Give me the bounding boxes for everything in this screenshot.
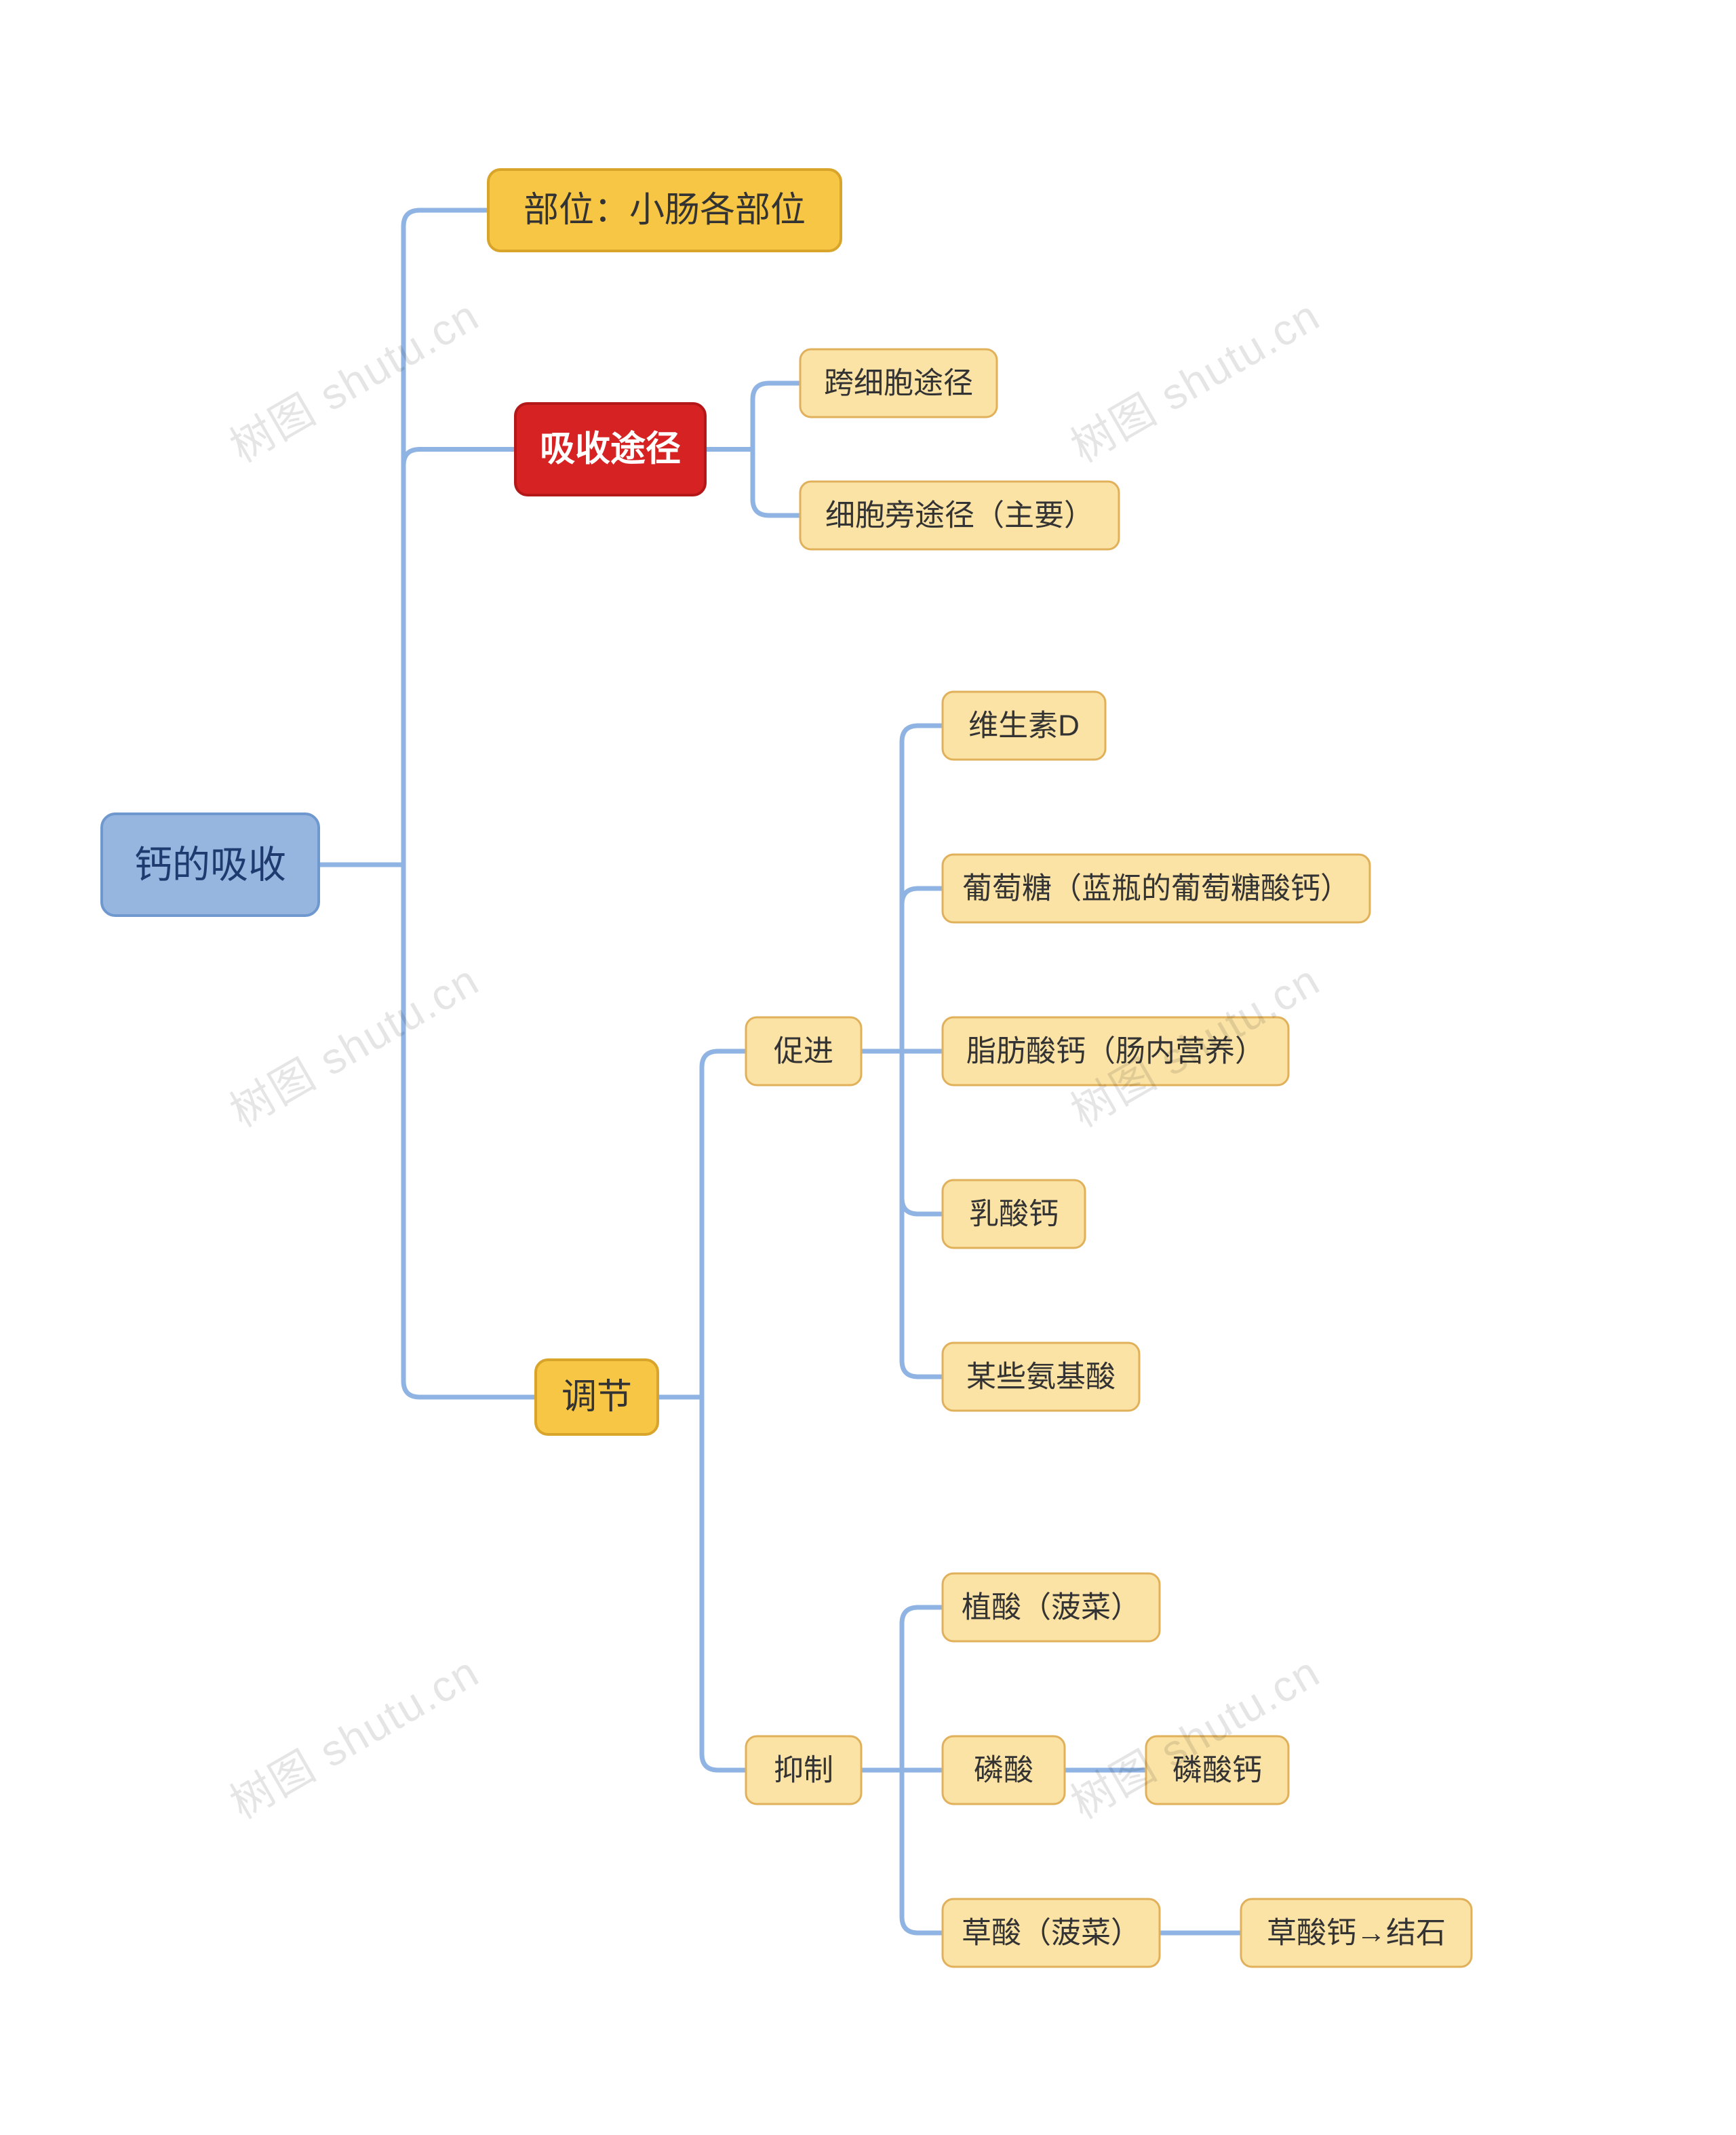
node-label: 草酸（菠菜） <box>962 1917 1141 1950</box>
connector <box>861 1607 943 1933</box>
connector <box>319 210 536 1397</box>
node-label: 细胞旁途径（主要） <box>825 499 1094 532</box>
node-n3a4: 乳酸钙 <box>943 1180 1085 1248</box>
node-label: 跨细胞途径 <box>824 367 973 400</box>
node-label: 促进 <box>774 1035 833 1068</box>
connector <box>861 726 943 1377</box>
node-label: 草酸钙→结石 <box>1267 1917 1446 1950</box>
node-n2b: 细胞旁途径（主要） <box>800 482 1119 549</box>
node-label: 部位：小肠各部位 <box>524 191 806 230</box>
node-n2: 吸收途径 <box>515 404 705 495</box>
node-label: 调节 <box>561 1377 632 1417</box>
node-n1: 部位：小肠各部位 <box>488 170 841 251</box>
node-label: 磷酸钙 <box>1172 1754 1262 1787</box>
node-label: 磷酸 <box>974 1754 1033 1787</box>
node-root: 钙的吸收 <box>102 814 319 916</box>
node-label: 维生素D <box>968 709 1080 743</box>
node-label: 植酸（菠菜） <box>962 1591 1141 1624</box>
connector <box>705 383 800 515</box>
node-n3a1: 维生素D <box>943 692 1105 760</box>
node-label: 葡萄糖（蓝瓶的葡萄糖酸钙） <box>962 872 1350 905</box>
mindmap-canvas: 钙的吸收 部位：小肠各部位吸收途径 跨细胞途径细胞旁途径（主要） 调节 促进 维生素D 葡萄… <box>0 0 1736 2135</box>
connector <box>658 1051 746 1770</box>
node-label: 脂肪酸钙（肠内营养） <box>966 1035 1265 1068</box>
node-n3: 调节 <box>536 1360 658 1434</box>
node-label: 某些氨基酸 <box>966 1360 1116 1394</box>
node-n3a3: 脂肪酸钙（肠内营养） <box>943 1017 1288 1085</box>
node-n3b2: 磷酸 <box>943 1736 1065 1804</box>
node-n3a5: 某些氨基酸 <box>943 1343 1139 1411</box>
node-n3a: 促进 <box>746 1017 861 1085</box>
node-n3a2: 葡萄糖（蓝瓶的葡萄糖酸钙） <box>943 855 1370 922</box>
node-label: 乳酸钙 <box>969 1198 1059 1231</box>
node-n3b3: 草酸（菠菜） <box>943 1899 1160 1967</box>
node-label: 吸收途径 <box>540 430 681 469</box>
node-n3b3a: 草酸钙→结石 <box>1241 1899 1472 1967</box>
node-n2a: 跨细胞途径 <box>800 349 997 417</box>
node-n3b: 抑制 <box>746 1736 861 1804</box>
node-n3b1: 植酸（菠菜） <box>943 1573 1160 1641</box>
node-label: 钙的吸收 <box>134 844 286 886</box>
node-label: 抑制 <box>774 1754 833 1787</box>
node-n3b2a: 磷酸钙 <box>1146 1736 1288 1804</box>
